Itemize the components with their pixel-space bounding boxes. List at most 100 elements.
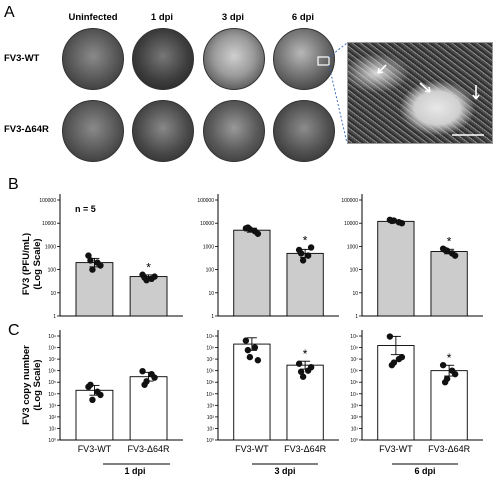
data-point xyxy=(307,244,315,251)
y-tick-label: 100000 xyxy=(39,198,56,204)
plate-well-d64r-3dpi xyxy=(203,100,265,162)
y-tick-label: 100 xyxy=(206,268,215,274)
y-tick-label: 10⁰ xyxy=(48,438,56,444)
data-point xyxy=(244,346,252,354)
plate-well-wt-6dpi xyxy=(273,28,335,90)
data-point xyxy=(398,353,406,361)
y-tick-label: 10² xyxy=(351,415,359,421)
data-point xyxy=(299,257,307,264)
n-label: n = 5 xyxy=(75,204,96,214)
y-tick-label: 10⁸ xyxy=(350,346,358,352)
data-point xyxy=(251,344,259,351)
column-header-1dpi: 1 dpi xyxy=(150,12,174,23)
category-label: FV3-Δ64R xyxy=(128,444,171,454)
data-point xyxy=(386,333,394,340)
y-tick-label: 1000 xyxy=(203,244,214,250)
y-tick-label: 10² xyxy=(207,415,215,421)
y-axis-label-c-line2: (Log Scale) xyxy=(32,359,43,411)
y-tick-label: 10000 xyxy=(42,221,56,227)
y-tick-label: 100000 xyxy=(341,198,358,204)
y-tick-label: 10 xyxy=(352,291,358,297)
data-point xyxy=(388,217,396,225)
y-tick-label: 1 xyxy=(53,314,56,320)
y-tick-label: 10 xyxy=(208,291,214,297)
data-point xyxy=(89,266,96,273)
category-label: FV3-Δ64R xyxy=(284,444,327,454)
y-tick-label: 10¹ xyxy=(351,426,359,432)
data-point xyxy=(89,396,96,404)
data-point xyxy=(151,273,158,280)
data-point xyxy=(139,367,146,375)
y-tick-label: 10000 xyxy=(344,221,358,227)
panel-letter-c: C xyxy=(8,322,20,339)
data-point xyxy=(297,250,305,257)
data-point xyxy=(87,381,94,388)
row-header-fv3-wt: FV3-WT xyxy=(4,53,40,64)
group-label-3dpi: 3 dpi xyxy=(274,466,296,476)
y-tick-label: 10⁶ xyxy=(206,369,214,375)
arrow-icon xyxy=(419,82,431,93)
plate-well-d64r-6dpi xyxy=(273,100,335,162)
bar xyxy=(377,220,415,317)
y-tick-label: 10000 xyxy=(200,221,214,227)
significance-star: * xyxy=(447,351,452,365)
y-tick-label: 10⁹ xyxy=(48,334,56,340)
data-point xyxy=(254,357,262,364)
data-point xyxy=(398,220,406,227)
y-tick-label: 10⁴ xyxy=(48,392,56,398)
data-point xyxy=(295,360,303,367)
y-tick-label: 1000 xyxy=(45,244,56,250)
y-tick-label: 10³ xyxy=(49,403,57,409)
data-point xyxy=(451,252,459,259)
data-point xyxy=(244,224,252,231)
group-label-1dpi: 1 dpi xyxy=(124,466,146,476)
arrow-icon xyxy=(377,64,387,74)
data-point xyxy=(451,370,459,378)
bar xyxy=(286,252,324,317)
y-tick-label: 10⁴ xyxy=(206,392,214,398)
zoom-box xyxy=(317,56,330,66)
bar xyxy=(430,370,468,441)
data-point xyxy=(388,361,396,369)
significance-star: * xyxy=(146,261,151,275)
y-tick-label: 10⁸ xyxy=(206,346,214,352)
significance-star: * xyxy=(447,235,452,249)
category-label: FV3-WT xyxy=(235,444,269,454)
y-tick-label: 10⁵ xyxy=(48,380,56,386)
category-label: FV3-WT xyxy=(379,444,413,454)
data-point xyxy=(141,274,148,281)
significance-star: * xyxy=(303,347,308,361)
data-point xyxy=(441,246,449,254)
y-tick-label: 10⁴ xyxy=(350,392,358,398)
data-point xyxy=(307,363,315,371)
y-tick-label: 1 xyxy=(355,314,358,320)
bar xyxy=(430,251,468,317)
y-tick-label: 10¹ xyxy=(207,426,215,432)
y-tick-label: 1000 xyxy=(347,244,358,250)
y-tick-label: 10⁰ xyxy=(206,438,214,444)
data-point xyxy=(151,374,158,381)
y-tick-label: 10⁶ xyxy=(48,369,56,375)
y-tick-label: 10¹ xyxy=(49,426,57,432)
data-point xyxy=(141,381,148,388)
y-tick-label: 10 xyxy=(50,291,56,297)
plate-well-wt-1dpi xyxy=(132,28,194,90)
plate-well-d64r-1dpi xyxy=(132,100,194,162)
category-label: FV3-WT xyxy=(78,444,112,454)
y-tick-label: 10⁹ xyxy=(206,334,214,340)
y-tick-label: 10⁰ xyxy=(350,438,358,444)
y-tick-label: 10³ xyxy=(207,403,215,409)
y-tick-label: 10⁷ xyxy=(351,357,359,363)
y-tick-label: 10⁵ xyxy=(350,380,358,386)
zoom-connector xyxy=(317,42,348,144)
y-axis-label-c-line1: FV3 copy number xyxy=(21,345,32,425)
y-tick-label: 100 xyxy=(350,268,359,274)
data-point xyxy=(299,373,307,380)
plate-well-wt-3dpi xyxy=(203,28,265,90)
data-point xyxy=(297,368,305,375)
data-point xyxy=(441,379,449,386)
y-tick-label: 10⁶ xyxy=(350,369,358,375)
data-point xyxy=(304,252,312,259)
y-tick-label: 10² xyxy=(49,415,57,421)
